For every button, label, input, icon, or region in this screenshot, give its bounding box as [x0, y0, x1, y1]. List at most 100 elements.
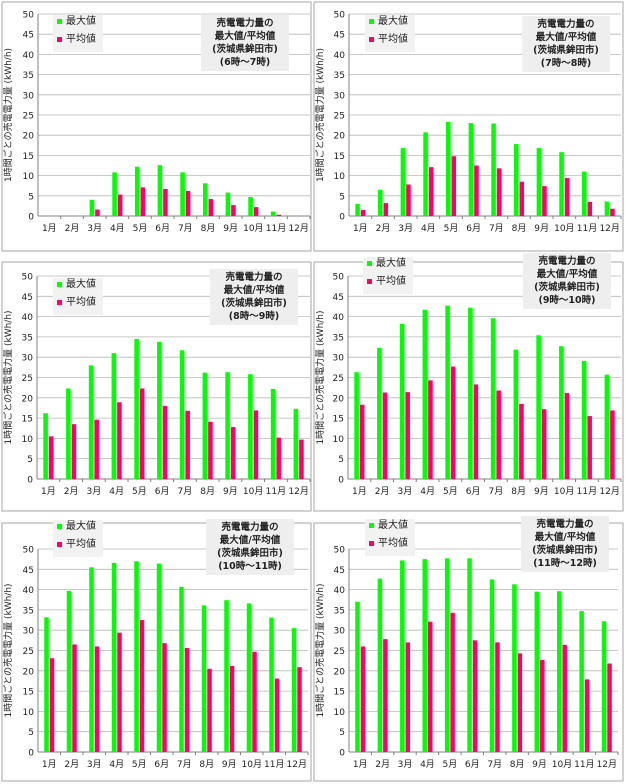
- legend-label: 最大値: [378, 518, 408, 531]
- bar-avg: [472, 640, 478, 752]
- x-tick-label: 7月: [489, 486, 504, 497]
- y-tick-label: 5: [28, 192, 34, 202]
- x-tick-label: 5月: [443, 486, 458, 497]
- chart-title-line: 売電電力量の: [537, 18, 594, 30]
- bar-max: [581, 360, 587, 479]
- y-tick-label: 5: [339, 192, 345, 202]
- y-tick-label: 35: [334, 606, 345, 616]
- bar-avg: [140, 187, 146, 216]
- legend-label: 最大値: [66, 519, 96, 532]
- legend-label: 平均値: [378, 32, 408, 45]
- bar-avg: [117, 194, 123, 216]
- x-tick-label: 10月: [554, 223, 574, 234]
- bar-avg: [208, 199, 214, 216]
- y-tick-label: 10: [333, 435, 345, 445]
- y-tick-label: 20: [333, 394, 345, 404]
- bar-max: [491, 123, 496, 216]
- chart-title-line: 売電電力量の: [225, 271, 282, 283]
- x-tick-label: 2月: [65, 223, 80, 234]
- bar-max: [202, 372, 208, 479]
- title-box: [206, 519, 294, 575]
- bar-max: [604, 201, 610, 216]
- bar-avg: [450, 366, 456, 479]
- chart-panel: 0 5 10 15 20 25 30 35 40 45 50 1時間ごとの売電電力量 (kWh/h) 1…: [1, 1, 312, 252]
- legend-label: 最大値: [378, 14, 408, 27]
- bar-max: [248, 197, 253, 216]
- y-tick-label: 30: [23, 91, 35, 101]
- bar-avg: [360, 646, 366, 752]
- bar-avg: [117, 632, 122, 752]
- bar-avg: [587, 201, 593, 216]
- bar-max: [445, 305, 450, 479]
- bar-avg: [230, 427, 236, 479]
- legend-label: 平均値: [66, 537, 96, 550]
- y-tick-label: 0: [28, 213, 34, 223]
- title-box: [521, 516, 609, 572]
- chart-panel: 0 5 10 15 20 25 30 35 40 45 50 1時間ごとの売電電力量 (kWh/h) 1…: [313, 253, 624, 512]
- chart-title-line: 最大値/平均値: [536, 31, 597, 43]
- y-tick-label: 35: [334, 71, 345, 81]
- x-tick-label: 11月: [577, 223, 597, 234]
- x-tick-label: 5月: [444, 223, 459, 234]
- x-tick-label: 4月: [420, 759, 435, 770]
- bar-avg: [562, 644, 567, 752]
- x-tick-label: 4月: [109, 486, 124, 497]
- chart-title-line: (6時〜7時): [220, 56, 270, 68]
- x-tick-label: 6月: [465, 759, 480, 770]
- x-tick-label: 9月: [223, 223, 238, 234]
- y-tick-label: 15: [22, 415, 33, 425]
- legend-swatch: [57, 19, 62, 24]
- chart-title-line: 売電電力量の: [216, 17, 273, 29]
- bar-avg: [428, 380, 433, 479]
- bar-avg: [94, 419, 99, 479]
- bar-avg: [71, 424, 77, 479]
- legend-swatch: [57, 524, 62, 529]
- bar-avg: [359, 404, 365, 479]
- bar-max: [377, 189, 383, 216]
- bar-avg: [162, 643, 167, 752]
- y-tick-label: 25: [334, 647, 345, 657]
- bar-avg: [474, 165, 479, 216]
- x-tick-label: 10月: [243, 223, 263, 234]
- y-tick-label: 25: [22, 374, 33, 384]
- x-tick-label: 12月: [599, 223, 619, 234]
- bar-avg: [519, 181, 525, 216]
- chart-title-line: 売電電力量の: [536, 518, 593, 530]
- bar-max: [157, 341, 162, 479]
- x-tick-label: 5月: [132, 759, 147, 770]
- chart-title-line: (茨城県鉾田市): [221, 297, 287, 309]
- y-axis-label: 1時間ごとの売電電力量 (kWh/h): [314, 583, 326, 717]
- x-tick-label: 8月: [512, 223, 527, 234]
- bar-max: [134, 166, 140, 216]
- y-axis-label: 1時間ごとの売電電力量 (kWh/h): [2, 48, 14, 182]
- x-tick-label: 3月: [87, 759, 102, 770]
- x-tick-label: 8月: [200, 486, 215, 497]
- bar-max: [445, 121, 451, 216]
- y-tick-label: 30: [334, 627, 346, 637]
- legend-label: 平均値: [378, 536, 408, 549]
- x-tick-label: 1月: [42, 223, 57, 234]
- bar-max: [66, 590, 72, 752]
- chart-panel: 0 5 10 15 20 25 30 35 40 45 50 1時間ごとの売電電力量 (kWh/h) 1…: [313, 1, 624, 252]
- x-tick-label: 12月: [597, 759, 617, 770]
- bar-max: [468, 307, 473, 479]
- bar-max: [224, 600, 229, 752]
- bar-max: [225, 372, 230, 479]
- bar-avg: [473, 384, 479, 479]
- legend-swatch: [57, 300, 62, 305]
- bar-avg: [163, 188, 168, 216]
- x-tick-label: 6月: [154, 759, 169, 770]
- x-tick-label: 3月: [398, 486, 413, 497]
- bar-max: [293, 408, 299, 479]
- bar-max: [201, 605, 207, 752]
- x-tick-label: 7月: [178, 486, 193, 497]
- bar-avg: [274, 678, 280, 752]
- x-tick-label: 2月: [64, 486, 79, 497]
- chart-title-line: (9時〜10時): [538, 294, 595, 306]
- bar-avg: [496, 168, 502, 216]
- bar-max: [355, 203, 360, 216]
- chart-title-line: 最大値/平均値: [537, 268, 598, 280]
- bar-avg: [299, 439, 304, 479]
- chart-title-line: (茨城県鉾田市): [532, 544, 598, 556]
